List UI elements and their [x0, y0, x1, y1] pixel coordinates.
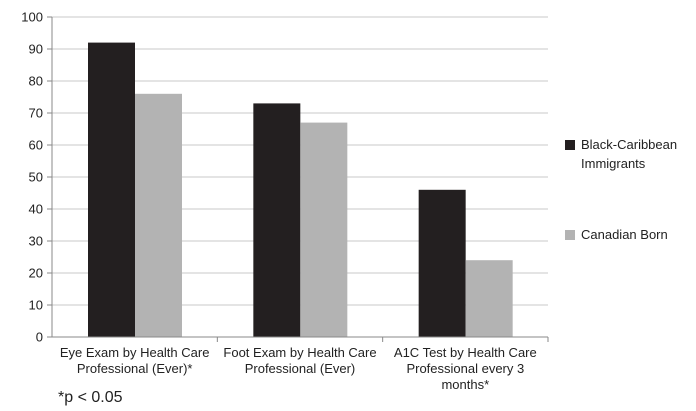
bar — [88, 42, 135, 337]
y-tick-label: 30 — [29, 234, 43, 249]
y-tick-label: 80 — [29, 74, 43, 89]
footnote: *p < 0.05 — [58, 389, 123, 406]
legend-item: Canadian Born — [565, 227, 668, 242]
legend-label: Black-Caribbean Immigrants — [581, 137, 677, 171]
bar — [465, 260, 513, 337]
y-tick-label: 90 — [29, 42, 43, 57]
bar — [418, 189, 466, 337]
y-tick-label: 100 — [21, 10, 43, 25]
axes — [47, 16, 549, 342]
y-tick-label: 70 — [29, 106, 43, 121]
legend-swatch — [565, 230, 575, 240]
y-tick-label: 60 — [29, 138, 43, 153]
y-tick-label: 20 — [29, 266, 43, 281]
bar — [253, 103, 301, 338]
bars — [88, 42, 513, 338]
bar — [300, 122, 348, 337]
legend-item: Black-Caribbean Immigrants — [565, 137, 677, 171]
y-tick-label: 50 — [29, 170, 43, 185]
y-axis-tick-labels: 0 10 20 30 40 50 60 70 80 90 100 — [21, 10, 43, 345]
x-category-label: A1C Test by Health Care Professional ever… — [394, 345, 537, 392]
legend-label: Canadian Born — [581, 227, 668, 242]
y-tick-label: 10 — [29, 298, 43, 313]
bar — [135, 93, 182, 337]
x-category-label: Foot Exam by Health Care Professional (Ev… — [223, 345, 376, 376]
legend: Black-Caribbean Immigrants Canadian Born — [565, 137, 677, 242]
x-category-label: Eye Exam by Health Care Professional (Eve… — [60, 345, 210, 376]
y-tick-label: 0 — [36, 330, 43, 345]
x-axis-category-labels: Eye Exam by Health Care Professional (Eve… — [60, 345, 537, 392]
y-tick-label: 40 — [29, 202, 43, 217]
legend-swatch — [565, 140, 575, 150]
